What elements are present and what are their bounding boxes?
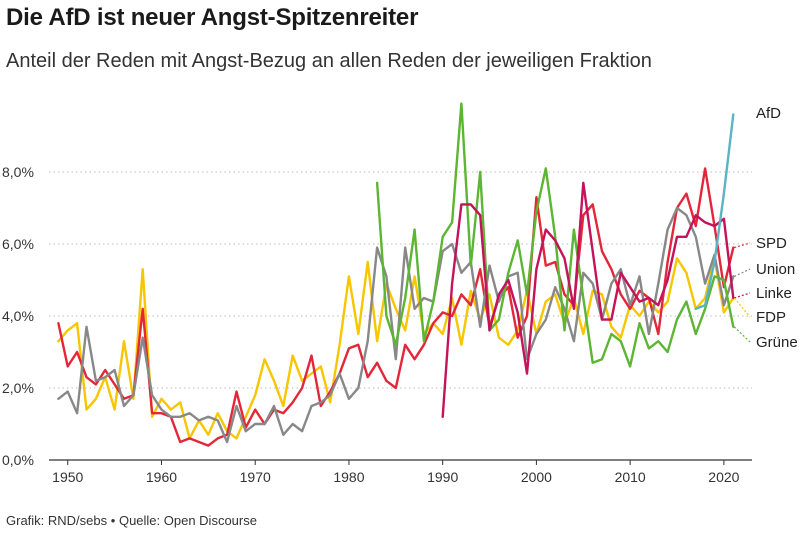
- series-line-gruene: [375, 102, 735, 368]
- x-tick-label: 1970: [240, 469, 271, 485]
- series-line-fdp: [57, 257, 735, 440]
- end-label-gruene: Grüne: [756, 334, 798, 351]
- chart-footer: Grafik: RND/sebs • Quelle: Open Discours…: [6, 513, 257, 528]
- y-tick-label: 4,0%: [2, 308, 34, 324]
- chart-subtitle: Anteil der Reden mit Angst-Bezug an alle…: [6, 50, 652, 72]
- end-label-afd: AfD: [756, 105, 781, 122]
- x-tick-label: 2020: [708, 469, 739, 485]
- end-label-connector: [733, 268, 751, 277]
- x-tick-label: 1950: [52, 469, 83, 485]
- credit-text: Grafik: RND/sebs: [6, 513, 108, 528]
- end-label-connector: [733, 326, 751, 343]
- series-line-afd: [694, 113, 735, 310]
- chart-title: Die AfD ist neuer Angst-Spitzenreiter: [6, 4, 419, 31]
- x-tick-label: 2010: [615, 469, 646, 485]
- end-label-connector: [733, 297, 751, 318]
- y-tick-label: 8,0%: [2, 164, 34, 180]
- x-tick-label: 2000: [521, 469, 552, 485]
- source-text: Quelle: Open Discourse: [118, 513, 257, 528]
- end-label-linke: Linke: [756, 285, 792, 302]
- y-tick-label: 6,0%: [2, 236, 34, 252]
- x-tick-label: 1980: [333, 469, 364, 485]
- end-label-connector: [734, 242, 751, 249]
- end-label-fdp: FDP: [756, 309, 786, 326]
- end-label-spd: SPD: [756, 235, 787, 252]
- y-tick-label: 2,0%: [2, 380, 34, 396]
- end-label-union: Union: [756, 261, 795, 278]
- x-tick-label: 1990: [427, 469, 458, 485]
- series-line-linke: [441, 181, 735, 418]
- x-tick-label: 1960: [146, 469, 177, 485]
- y-tick-label: 0,0%: [2, 452, 34, 468]
- series-line-union: [57, 206, 735, 444]
- separator-dot: •: [110, 513, 116, 528]
- end-label-connector: [734, 292, 751, 299]
